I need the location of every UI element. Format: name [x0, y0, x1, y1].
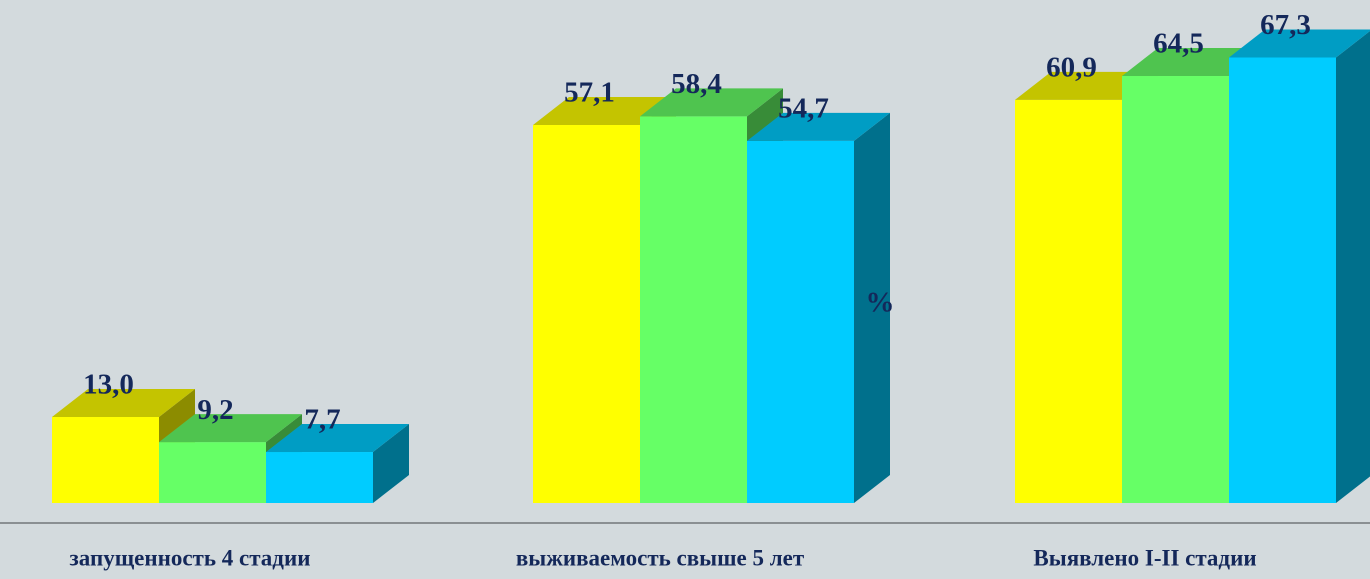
bar-top	[266, 424, 409, 453]
value-label: 60,9	[1046, 51, 1097, 83]
bar-front	[159, 442, 266, 503]
value-label: 9,2	[197, 394, 233, 426]
value-label: 67,3	[1260, 9, 1311, 41]
bar-front	[640, 116, 747, 503]
bar-front	[1229, 57, 1336, 503]
bar	[266, 424, 409, 503]
bar-top	[159, 414, 302, 443]
category-label: выживаемость свыше 5 лет	[516, 545, 805, 570]
bar-top	[1229, 29, 1370, 58]
bar-top	[640, 88, 783, 117]
unit-annotation: %	[866, 287, 895, 319]
bar	[1229, 29, 1370, 503]
category-label: запущенность 4 стадии	[70, 545, 311, 570]
bar-top	[747, 112, 890, 141]
value-label: 58,4	[671, 68, 722, 100]
bar-front	[747, 140, 854, 504]
value-label: 7,7	[304, 404, 340, 436]
category-label: Выявлено I-II стадии	[1033, 545, 1256, 570]
bar-front	[533, 124, 640, 504]
value-label: 64,5	[1153, 28, 1204, 60]
value-label: 57,1	[564, 77, 615, 109]
bar-side	[373, 424, 409, 503]
bar	[747, 112, 890, 504]
bar-side	[1336, 31, 1370, 503]
bar-side	[854, 112, 890, 504]
bar-front	[1015, 99, 1122, 503]
bar-front	[266, 452, 373, 503]
bar-top	[52, 388, 195, 417]
value-label: 13,0	[83, 369, 134, 401]
value-label: 54,7	[778, 93, 829, 125]
bar-front	[52, 416, 159, 503]
bar-front	[1122, 76, 1229, 503]
